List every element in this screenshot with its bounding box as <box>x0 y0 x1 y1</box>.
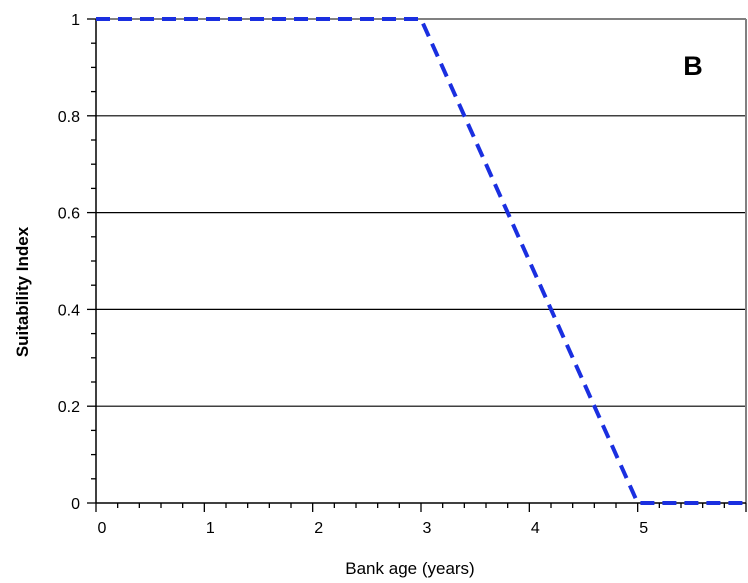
y-tick-label: 0.2 <box>58 399 80 416</box>
y-axis-ticks <box>87 18 96 504</box>
panel-label: B <box>683 51 703 81</box>
y-axis-title: Suitability Index <box>13 226 32 357</box>
y-axis-tick-labels: 0 0.2 0.4 0.6 0.8 1 <box>58 12 80 513</box>
series-group <box>96 17 746 505</box>
x-axis-title: Bank age (years) <box>345 559 474 578</box>
x-tick-label: 1 <box>206 520 215 537</box>
x-tick-label: 3 <box>423 520 432 537</box>
x-axis-ticks <box>95 503 747 512</box>
y-tick-label: 0 <box>71 496 80 513</box>
x-axis-tick-labels: 0123456 <box>98 520 748 537</box>
x-tick-label: 5 <box>639 520 648 537</box>
plot-area <box>96 19 746 503</box>
x-tick-label: 0 <box>98 520 107 537</box>
series-line-0 <box>96 17 746 505</box>
y-tick-label: 0.8 <box>58 109 80 126</box>
x-tick-label: 2 <box>314 520 323 537</box>
plot-frame-group <box>96 19 746 503</box>
gridlines <box>96 115 746 407</box>
x-tick-label: 4 <box>531 520 540 537</box>
y-tick-label: 1 <box>71 12 80 29</box>
y-tick-label: 0.6 <box>58 206 80 223</box>
y-tick-label: 0.4 <box>58 302 80 319</box>
